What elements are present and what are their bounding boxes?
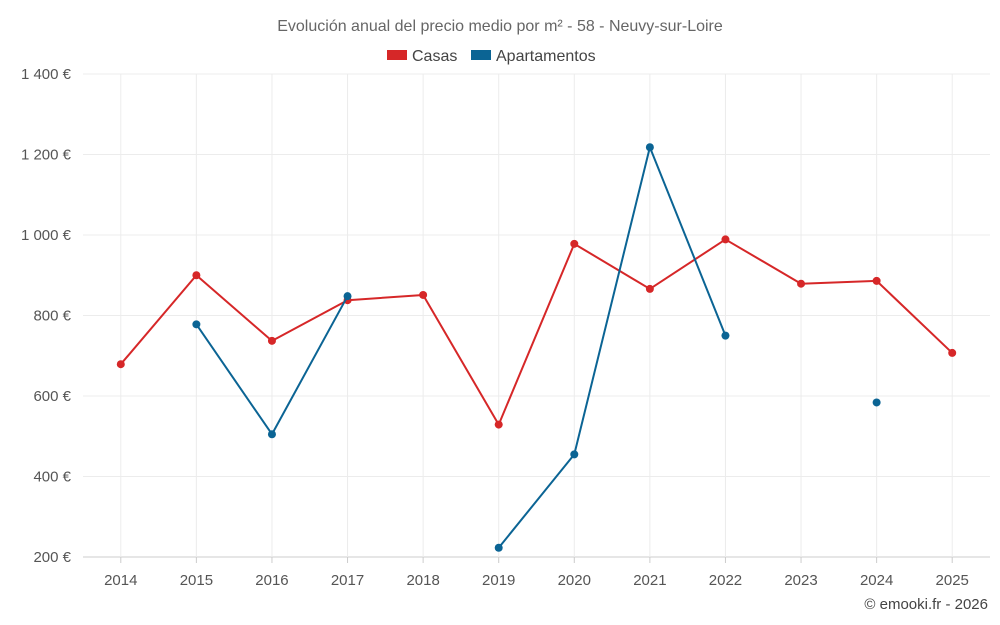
- x-tick-label: 2025: [936, 572, 969, 589]
- data-point-apartamentos[interactable]: [494, 543, 503, 552]
- data-point-apartamentos[interactable]: [570, 450, 579, 459]
- legend-item-casas[interactable]: Casas: [387, 48, 457, 65]
- series-layer: [116, 143, 957, 552]
- data-point-casas[interactable]: [116, 360, 125, 369]
- data-point-casas[interactable]: [494, 420, 503, 429]
- gridlines: [83, 73, 990, 563]
- x-tick-label: 2020: [558, 572, 591, 589]
- x-tick-label: 2019: [482, 572, 515, 589]
- data-point-apartamentos[interactable]: [267, 430, 276, 439]
- x-tick-label: 2018: [406, 572, 439, 589]
- data-point-casas[interactable]: [192, 271, 201, 280]
- y-tick-label: 600 €: [33, 388, 71, 405]
- data-point-casas[interactable]: [645, 284, 654, 293]
- data-point-casas[interactable]: [267, 336, 276, 345]
- data-point-apartamentos[interactable]: [645, 143, 654, 152]
- x-tick-label: 2021: [633, 572, 666, 589]
- x-tick-label: 2017: [331, 572, 364, 589]
- series-apartamentos: [192, 143, 881, 552]
- series-casas: [116, 235, 957, 429]
- y-tick-label: 1 400 €: [21, 66, 72, 83]
- data-point-casas[interactable]: [721, 235, 730, 244]
- x-tick-label: 2014: [104, 572, 137, 589]
- x-axis-labels: 2014 2015 2016 2017 2018 2019 2020 2021 2022 2023…: [104, 572, 969, 589]
- data-point-casas[interactable]: [570, 239, 579, 248]
- series-line-casas: [120, 238, 953, 426]
- legend-swatch-casas: [387, 50, 407, 60]
- legend-swatch-apartamentos: [471, 50, 491, 60]
- y-tick-label: 200 €: [33, 549, 71, 566]
- x-tick-label: 2023: [784, 572, 817, 589]
- x-tick-label: 2015: [180, 572, 213, 589]
- x-tick-label: 2024: [860, 572, 893, 589]
- data-point-casas[interactable]: [872, 276, 881, 285]
- data-point-apartamentos[interactable]: [721, 331, 730, 340]
- data-point-apartamentos[interactable]: [872, 398, 881, 407]
- series-line-apartamentos: [497, 146, 727, 549]
- y-tick-label: 400 €: [33, 469, 71, 486]
- legend-label-casas: Casas: [412, 48, 457, 65]
- x-tick-label: 2022: [709, 572, 742, 589]
- x-tick-label: 2016: [255, 572, 288, 589]
- y-axis-labels: 200 € 400 € 600 € 800 € 1 000 € 1 200 € 1 400 …: [21, 66, 72, 566]
- y-tick-label: 800 €: [33, 308, 71, 325]
- credit-text: © emooki.fr - 2026: [864, 596, 988, 613]
- chart-title: Evolución anual del precio medio por m² …: [277, 18, 723, 35]
- y-tick-label: 1 200 €: [21, 147, 72, 164]
- data-point-apartamentos[interactable]: [192, 320, 201, 329]
- data-point-apartamentos[interactable]: [343, 292, 352, 301]
- legend-label-apartamentos: Apartamentos: [496, 48, 596, 65]
- legend-item-apartamentos[interactable]: Apartamentos: [471, 48, 596, 65]
- legend[interactable]: Casas Apartamentos: [387, 48, 596, 65]
- data-point-casas[interactable]: [419, 290, 428, 299]
- data-point-casas[interactable]: [948, 348, 957, 357]
- data-point-casas[interactable]: [797, 279, 806, 288]
- y-tick-label: 1 000 €: [21, 227, 72, 244]
